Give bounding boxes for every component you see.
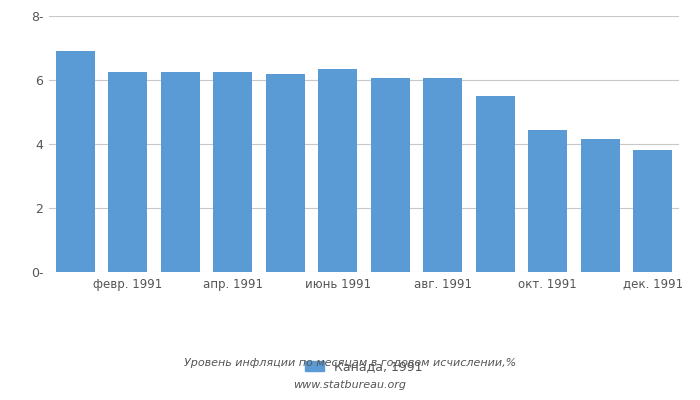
Bar [108, 72, 148, 272]
Bar [633, 150, 673, 272]
Bar [55, 51, 95, 272]
Bar [423, 78, 463, 272]
Text: Уровень инфляции по месяцам в годовом исчислении,%: Уровень инфляции по месяцам в годовом ис… [184, 358, 516, 368]
Bar [475, 96, 515, 272]
Bar [580, 139, 620, 272]
Bar [318, 69, 358, 272]
Bar [213, 72, 253, 272]
Legend: Канада, 1991: Канада, 1991 [305, 360, 423, 373]
Bar [528, 130, 568, 272]
Bar [370, 78, 410, 272]
Bar [265, 74, 305, 272]
Bar [160, 72, 200, 272]
Text: www.statbureau.org: www.statbureau.org [293, 380, 407, 390]
